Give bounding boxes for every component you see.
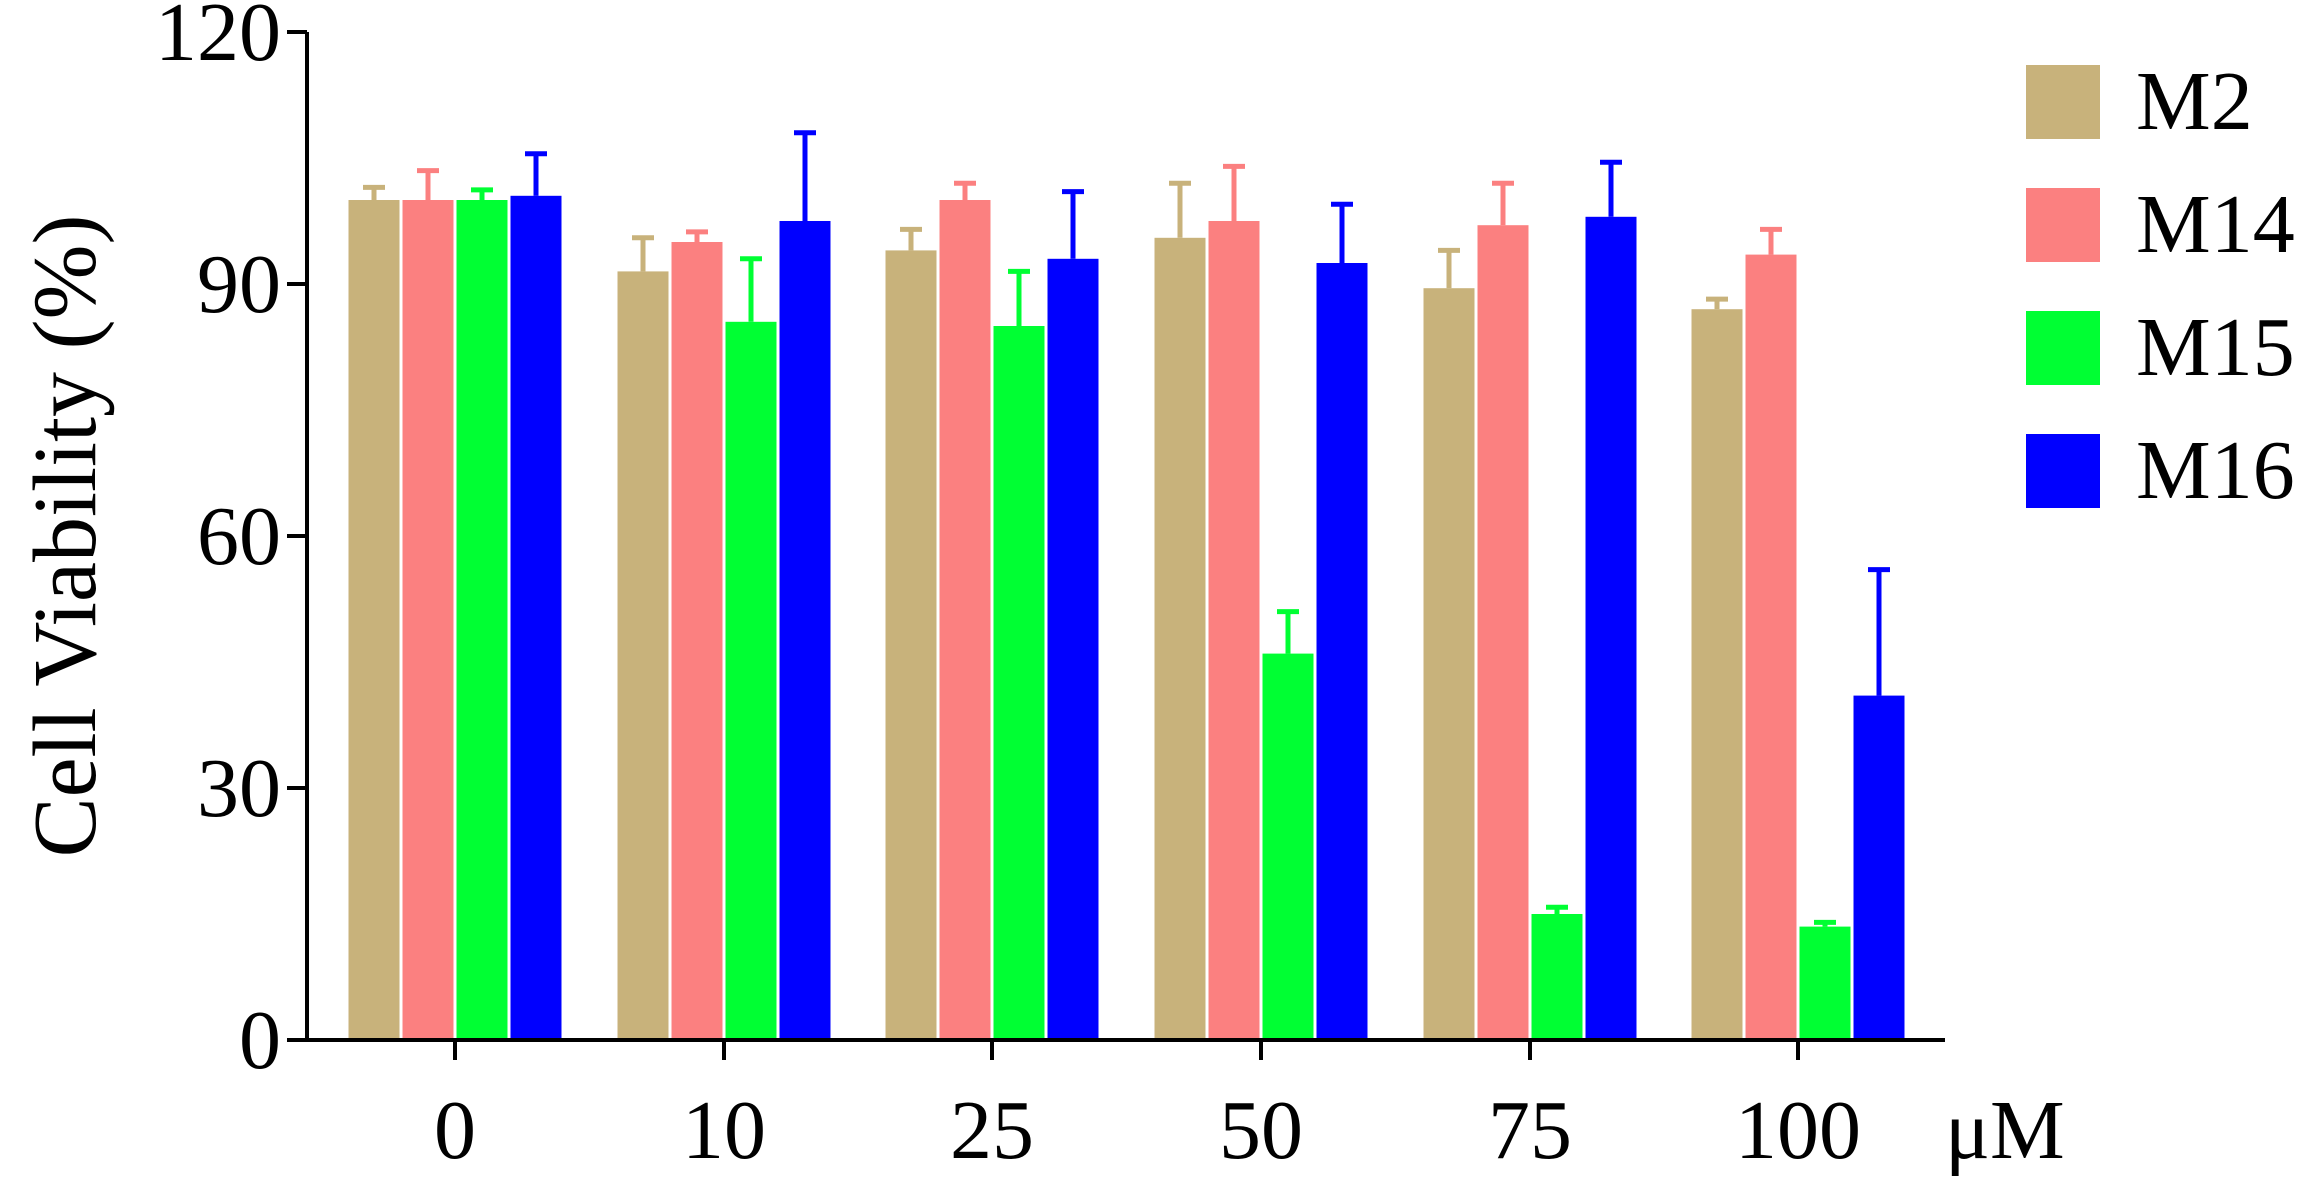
bar-m16-10 — [779, 221, 831, 1040]
labels-layer: 0 30 60 90 120 0 10 25 50 75 100 μM Cell Viability (… — [16, 0, 2065, 1177]
bar-m15-100 — [1799, 926, 1851, 1040]
legend-swatch-m15 — [2026, 311, 2100, 385]
legend: M2 M14 M15 M16 — [2026, 55, 2295, 517]
legend-swatch-m16 — [2026, 434, 2100, 508]
x-tick-label-50: 50 — [1219, 1084, 1303, 1177]
x-tick-label-25: 25 — [950, 1084, 1034, 1177]
bar-m2-25 — [885, 250, 937, 1040]
bar-m14-75 — [1477, 225, 1529, 1040]
bar-m15-10 — [725, 321, 777, 1040]
y-tick-label-120: 120 — [155, 0, 281, 79]
x-tick-label-100: 100 — [1735, 1084, 1861, 1177]
bar-m2-10 — [617, 271, 669, 1040]
bar-m15-25 — [993, 326, 1045, 1040]
bar-m2-75 — [1423, 288, 1475, 1040]
bar-m15-50 — [1262, 653, 1314, 1040]
x-tick-label-10: 10 — [682, 1084, 766, 1177]
bar-m16-75 — [1585, 216, 1637, 1041]
bar-m15-75 — [1531, 914, 1583, 1040]
bars-layer — [348, 130, 1905, 1041]
bar-m14-0 — [402, 200, 454, 1040]
bar-m14-10 — [671, 242, 723, 1040]
bar-m14-25 — [939, 200, 991, 1040]
legend-swatch-m14 — [2026, 188, 2100, 262]
x-axis-unit-label: μM — [1945, 1084, 2065, 1177]
y-tick-label-30: 30 — [197, 742, 281, 835]
y-tick-label-0: 0 — [239, 994, 281, 1087]
y-tick-label-90: 90 — [197, 238, 281, 331]
x-tick-label-0: 0 — [434, 1084, 476, 1177]
x-tick-label-75: 75 — [1488, 1084, 1572, 1177]
legend-label-m16: M16 — [2136, 424, 2295, 517]
bar-m14-100 — [1745, 254, 1797, 1041]
bar-m2-0 — [348, 200, 400, 1040]
y-tick-label-60: 60 — [197, 490, 281, 583]
bar-m16-0 — [510, 195, 562, 1041]
legend-label-m14: M14 — [2136, 178, 2295, 271]
axes-layer — [287, 30, 1945, 1060]
bar-m16-50 — [1316, 263, 1368, 1040]
bar-m2-100 — [1691, 309, 1743, 1040]
legend-swatch-m2 — [2026, 65, 2100, 139]
bar-m2-50 — [1154, 237, 1206, 1041]
legend-label-m15: M15 — [2136, 301, 2295, 394]
legend-label-m2: M2 — [2136, 55, 2253, 148]
bar-m15-0 — [456, 200, 508, 1040]
bar-m14-50 — [1208, 221, 1260, 1040]
bar-m16-25 — [1047, 258, 1099, 1040]
bar-m16-100 — [1853, 695, 1905, 1040]
y-axis-title: Cell Viability (%) — [16, 215, 115, 858]
